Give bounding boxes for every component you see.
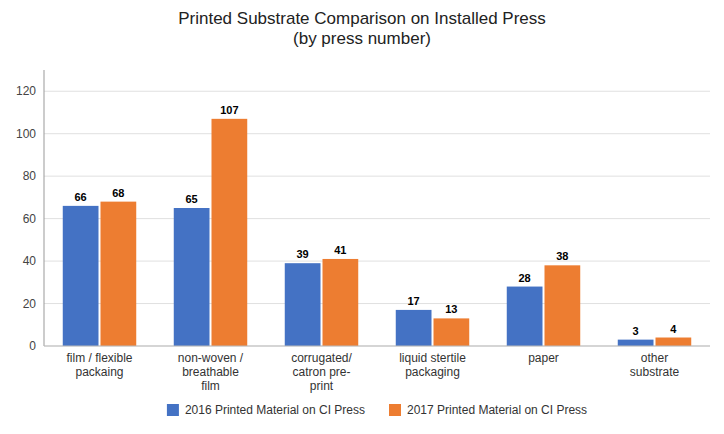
- grid-line: [44, 261, 710, 262]
- x-tick-label: non-woven /breathablefilm: [178, 351, 244, 393]
- bar: [285, 263, 321, 346]
- grid-line: [44, 91, 710, 92]
- data-label: 4: [670, 323, 677, 335]
- data-label: 28: [519, 272, 531, 284]
- data-label: 39: [297, 248, 309, 260]
- y-tick-label: 100: [16, 127, 36, 141]
- y-tick-label: 40: [23, 254, 37, 268]
- y-tick-label: 20: [23, 297, 37, 311]
- bar: [434, 318, 470, 346]
- data-label: 41: [334, 244, 346, 256]
- legend-item: 2017 Printed Material on CI Press: [389, 403, 587, 417]
- bar: [212, 119, 248, 346]
- data-label: 38: [556, 250, 568, 262]
- x-tick-label: liquid stertilepackaging: [399, 351, 466, 379]
- data-label: 66: [75, 191, 87, 203]
- grid-line: [44, 133, 710, 134]
- bar: [656, 338, 692, 346]
- bar: [396, 310, 432, 346]
- x-tick-label: film / flexiblepackaing: [66, 351, 132, 379]
- grid-line: [44, 346, 710, 347]
- bars: [63, 119, 691, 346]
- legend-swatch: [389, 404, 401, 416]
- y-tick-label: 60: [23, 212, 37, 226]
- legend-label: 2016 Printed Material on CI Press: [185, 403, 365, 417]
- x-tick-label: paper: [528, 351, 559, 365]
- data-label: 65: [186, 193, 198, 205]
- chart: Printed Substrate Comparison on Installe…: [0, 0, 724, 434]
- background: [0, 0, 724, 434]
- x-tick-label: corrugated/catron pre-print: [291, 351, 352, 393]
- title: Printed Substrate Comparison on Installe…: [178, 9, 546, 48]
- legend-label: 2017 Printed Material on CI Press: [407, 403, 587, 417]
- legend-swatch: [167, 404, 179, 416]
- y-tick-label: 80: [23, 169, 37, 183]
- bar: [63, 206, 99, 346]
- y-tick-label: 0: [29, 339, 36, 353]
- data-labels: 66 65 39 17 28 3 68 107 41 13 38 4: [75, 104, 678, 337]
- data-label: 13: [445, 303, 457, 315]
- bar: [174, 208, 210, 346]
- data-label: 3: [633, 325, 639, 337]
- grid-line: [44, 303, 710, 304]
- x-tick-label: othersubstrate: [630, 351, 680, 379]
- bar: [323, 259, 359, 346]
- y-tick-label: 120: [16, 84, 36, 98]
- bar: [101, 202, 137, 346]
- grid-line: [44, 176, 710, 177]
- data-label: 68: [112, 187, 124, 199]
- legend: 2016 Printed Material on CI Press 2017 Pr…: [167, 403, 587, 417]
- data-label: 107: [220, 104, 238, 116]
- grid-line: [44, 218, 710, 219]
- bar: [545, 265, 581, 346]
- bar: [618, 340, 654, 346]
- bar: [507, 287, 543, 346]
- x-axis-line: [44, 346, 710, 347]
- data-label: 17: [408, 295, 420, 307]
- y-axis-line: [44, 70, 45, 346]
- legend-item: 2016 Printed Material on CI Press: [167, 403, 365, 417]
